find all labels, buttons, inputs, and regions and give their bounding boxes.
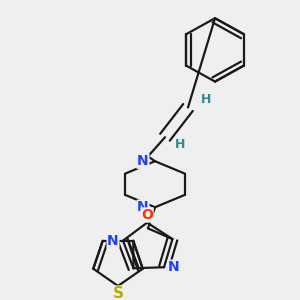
Text: S: S	[112, 286, 124, 300]
Text: H: H	[175, 138, 185, 152]
Text: N: N	[137, 200, 149, 214]
Text: N: N	[168, 260, 180, 274]
Text: H: H	[201, 93, 211, 106]
Text: N: N	[137, 154, 149, 168]
Text: O: O	[141, 208, 153, 222]
Text: N: N	[107, 234, 119, 248]
